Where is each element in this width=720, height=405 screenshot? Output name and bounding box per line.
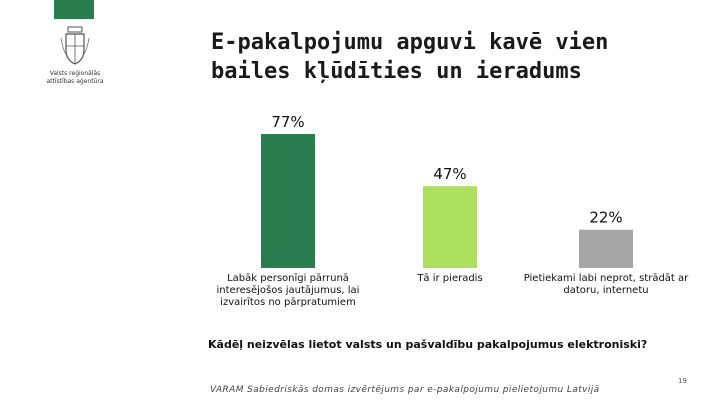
agency-name: Valsts reģionālās attīstības aģentūra xyxy=(46,70,104,85)
category-label-2: Tā ir pieradis xyxy=(417,273,483,284)
coat-of-arms-icon xyxy=(60,26,90,65)
bar-1 xyxy=(261,134,315,268)
value-label-1: 77% xyxy=(271,113,304,131)
bar-2 xyxy=(423,186,477,268)
slide-title: E-pakalpojumu apguvi kavē vien bailes kļ… xyxy=(211,30,609,84)
page-number: 19 xyxy=(678,377,687,385)
source-note: VARAM Sabiedriskās domas izvērtējums par… xyxy=(210,385,600,395)
category-label-3: Pietiekami labi neprot, strādāt ar dator… xyxy=(523,273,689,296)
value-label-3: 22% xyxy=(589,209,622,227)
category-label-1: Labāk personīgi pārrunā interesējošos ja… xyxy=(216,273,360,308)
agency-logo: Valsts reģionālās attīstības aģentūra xyxy=(40,24,110,90)
top-accent-band xyxy=(54,0,94,19)
survey-question: Kādēļ neizvēlas lietot valsts un pašvald… xyxy=(208,338,648,351)
bar-3 xyxy=(579,229,633,268)
value-label-2: 47% xyxy=(433,165,466,183)
